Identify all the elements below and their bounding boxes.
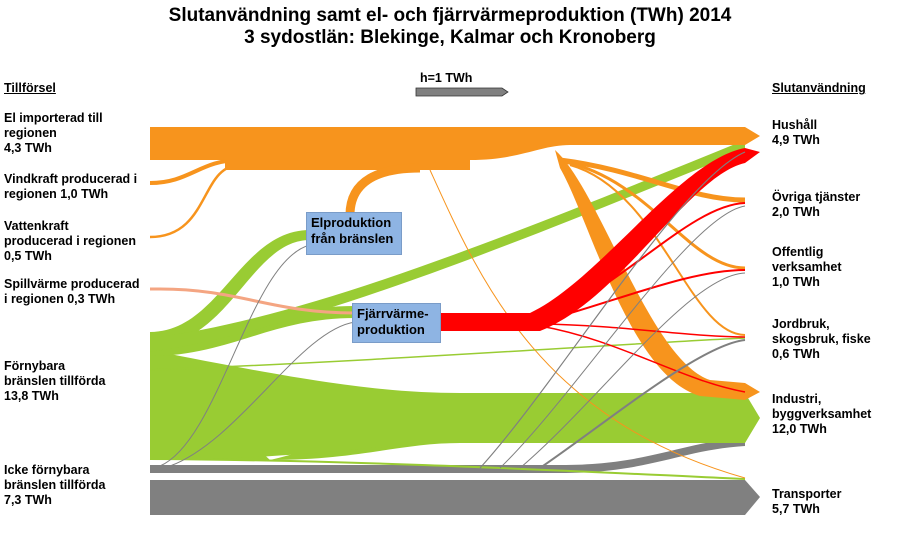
end-use-header: Slutanvändning — [772, 81, 866, 95]
flow-renewable-el — [150, 230, 310, 346]
flow-nonrenewable-services — [499, 205, 746, 469]
flow-renewable-households — [150, 140, 745, 352]
chart-subtitle: 3 sydostlän: Blekinge, Kalmar och Kronob… — [244, 27, 656, 48]
supply-waste-heat-label: Spillvärme producerad i regionen 0,3 TWh — [4, 277, 140, 306]
flow-el-transport — [429, 169, 746, 479]
flow-nonrenewable-fv — [169, 321, 356, 467]
flow-fv-industry — [539, 325, 746, 393]
enduse-industry-label: Industri, byggverksamhet 12,0 TWh — [772, 392, 872, 436]
chart-title: Slutanvändning samt el- och fjärrvärmepr… — [168, 5, 732, 26]
flow-el-from-fuel — [345, 163, 421, 216]
enduse-public-label: Offentlig verksamhet 1,0 TWh — [772, 245, 842, 289]
flow-fv-trunk — [440, 313, 540, 331]
enduse-agriculture-label: Jordbruk, skogsbruk, fiske 0,6 TWh — [772, 317, 871, 361]
supply-el-import-label: El importerad till regionen 4,3 TWh — [4, 111, 103, 155]
flow-el-agriculture — [569, 164, 746, 336]
enduse-transport-label: Transporter 5,7 TWh — [772, 487, 842, 516]
flow-renewable-industry-2 — [150, 350, 460, 460]
flow-renewable-fv — [150, 306, 355, 356]
supply-header: Tillförsel — [4, 81, 56, 95]
supply-nonrenewable-label: Icke förnybara bränslen tillförda 7,3 TWh — [4, 463, 106, 507]
enduse-services-label: Övriga tjänster 2,0 TWh — [772, 190, 861, 219]
supply-renewable-label: Förnybara bränslen tillförda 13,8 TWh — [4, 359, 106, 403]
flow-nonrenewable-transport — [150, 480, 760, 515]
enduse-households-label: Hushåll 4,9 TWh — [772, 118, 820, 147]
flow-el-services — [559, 157, 746, 203]
flow-el-import — [150, 127, 760, 160]
flow-nonrenewable-el — [159, 244, 311, 467]
supply-hydro-label: Vattenkraft producerad i regionen 0,5 TWh — [4, 219, 136, 263]
flow-nonrenewable-households — [479, 151, 746, 469]
flow-fv-agriculture — [539, 323, 746, 338]
supply-wind-label: Vindkraft producerad i regionen 1,0 TWh — [4, 172, 138, 201]
flow-nonrenewable-public — [519, 272, 746, 469]
flow-nonrenewable-industry — [150, 438, 745, 473]
flow-waste-heat — [150, 287, 356, 315]
flow-fv-households — [530, 148, 760, 331]
scale-arrow — [415, 87, 509, 97]
flow-el-industry — [555, 150, 760, 400]
el-production-box: Elproduktion från bränslen — [306, 212, 402, 255]
district-heat-box: Fjärrvärme-produktion — [352, 303, 441, 343]
flow-fv-services — [539, 202, 746, 321]
scale-label: h=1 TWh — [420, 71, 473, 85]
flow-el-hydro — [149, 163, 241, 239]
flow-el-mix — [225, 155, 470, 170]
flow-nonrenewable-agriculture — [539, 339, 746, 469]
flow-renewable-agriculture — [149, 337, 746, 371]
